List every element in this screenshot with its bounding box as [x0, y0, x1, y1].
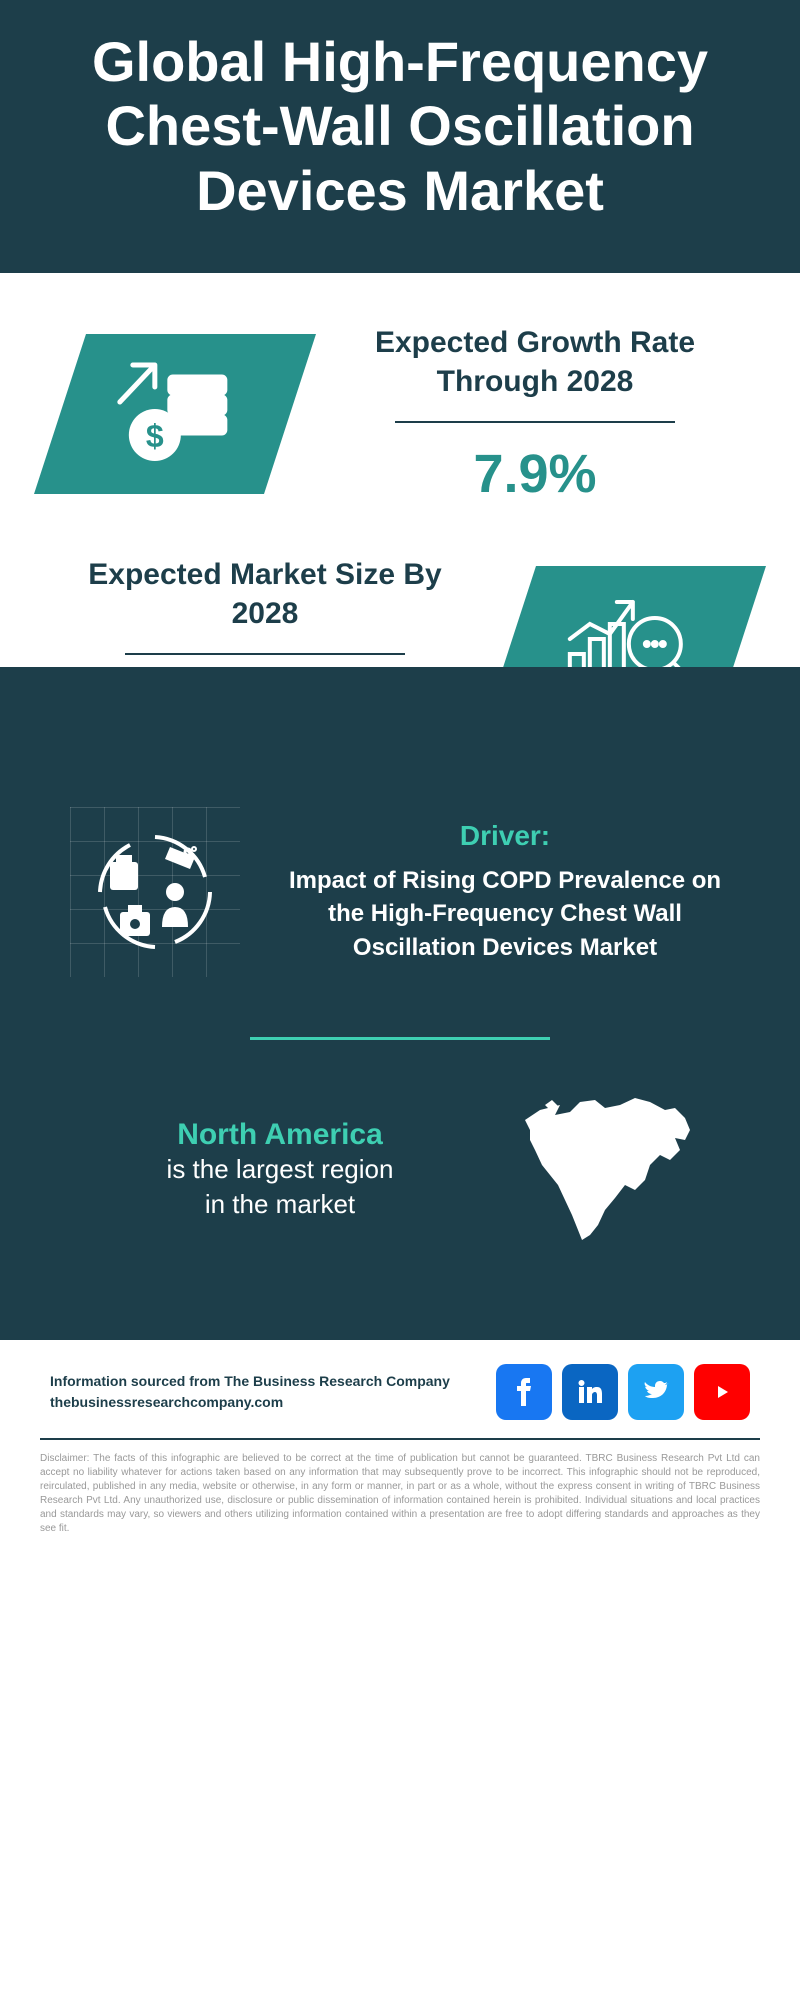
divider	[125, 653, 405, 655]
stat-value: 7.9%	[330, 443, 740, 505]
source-line2: thebusinessresearchcompany.com	[50, 1392, 450, 1413]
growth-money-icon: $	[110, 357, 240, 467]
driver-text: Driver: Impact of Rising COPD Prevalence…	[280, 820, 730, 965]
stat-growth-text: Expected Growth Rate Through 2028 7.9%	[330, 323, 740, 505]
stat-label: Expected Market Size By 2028	[60, 555, 470, 633]
dark-section: Driver: Impact of Rising COPD Prevalence…	[0, 667, 800, 1340]
page-title: Global High-Frequency Chest-Wall Oscilla…	[40, 30, 760, 223]
stat-label: Expected Growth Rate Through 2028	[330, 323, 740, 401]
driver-icon-box	[70, 807, 240, 977]
region-row: North America is the largest region in t…	[0, 1080, 800, 1300]
twitter-icon[interactable]	[628, 1364, 684, 1420]
driver-body: Impact of Rising COPD Prevalence on the …	[280, 864, 730, 965]
driver-row: Driver: Impact of Rising COPD Prevalence…	[0, 777, 800, 997]
region-body-2: in the market	[90, 1187, 470, 1222]
region-text: North America is the largest region in t…	[90, 1118, 470, 1222]
header-banner: Global High-Frequency Chest-Wall Oscilla…	[0, 0, 800, 273]
linkedin-icon[interactable]	[562, 1364, 618, 1420]
youtube-icon[interactable]	[694, 1364, 750, 1420]
growth-icon-box: $	[34, 334, 316, 494]
social-icons	[496, 1364, 750, 1420]
footer-info: Information sourced from The Business Re…	[0, 1340, 800, 1438]
north-america-map	[510, 1090, 710, 1250]
stat-growth-rate: $ Expected Growth Rate Through 2028 7.9%	[0, 273, 800, 535]
driver-circle-icon	[70, 807, 240, 977]
source-line1: Information sourced from The Business Re…	[50, 1371, 450, 1392]
teal-divider	[250, 1037, 550, 1040]
source-text: Information sourced from The Business Re…	[50, 1371, 450, 1413]
divider	[395, 421, 675, 423]
disclaimer-text: Disclaimer: The facts of this infographi…	[0, 1440, 800, 1576]
region-name: North America	[90, 1118, 470, 1152]
map-icon	[510, 1090, 710, 1250]
svg-text:$: $	[146, 418, 164, 454]
driver-heading: Driver:	[280, 820, 730, 852]
region-body-1: is the largest region	[90, 1152, 470, 1187]
skyline-silhouette	[0, 667, 800, 777]
facebook-icon[interactable]	[496, 1364, 552, 1420]
